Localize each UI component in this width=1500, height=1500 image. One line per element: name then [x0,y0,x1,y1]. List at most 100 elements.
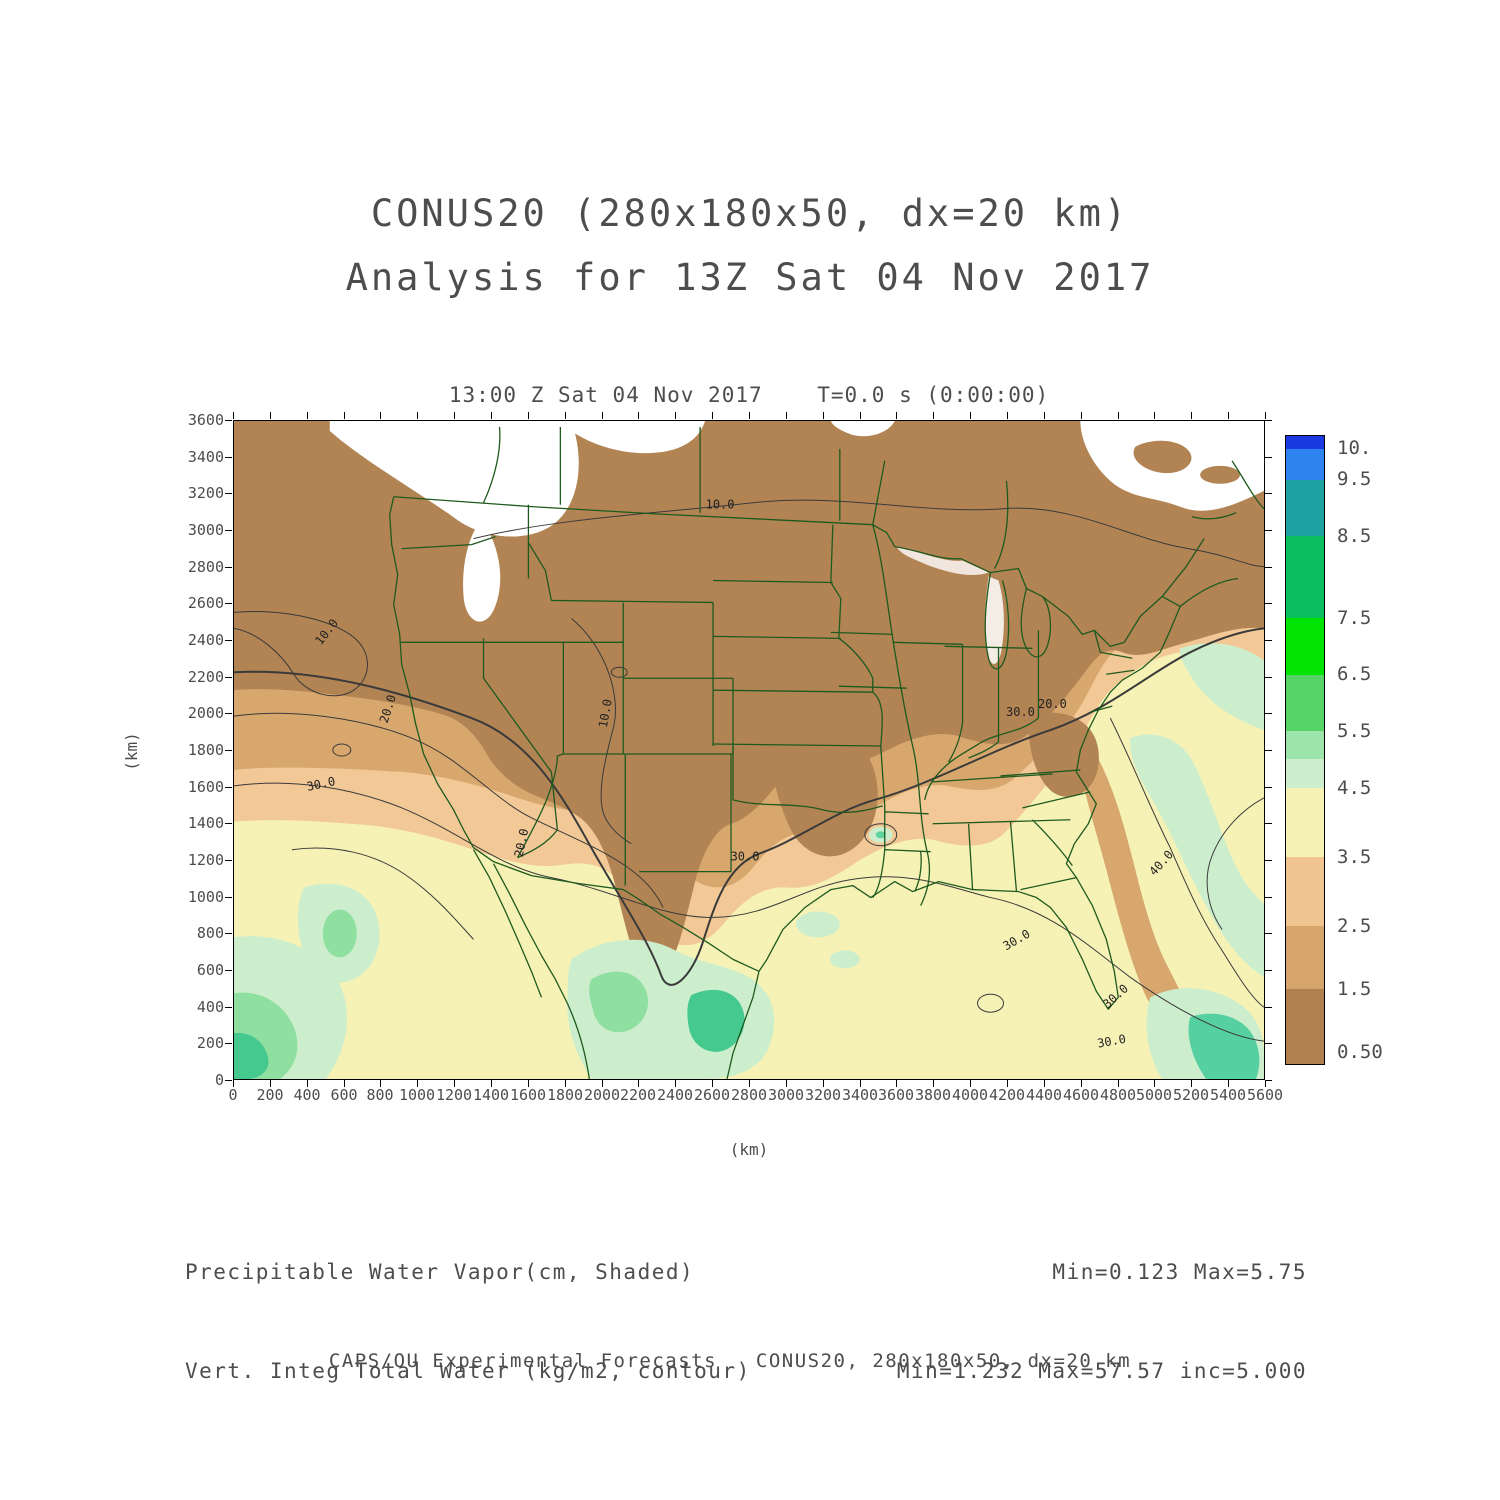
x-tick-label: 3400 [841,1086,879,1104]
plot-title: 13:00 Z Sat 04 Nov 2017 T=0.0 s (0:00:00… [448,383,1050,407]
shade-white-lake-michigan [984,576,1004,664]
y-tick-label: 1800 [187,741,224,759]
colorbar-segment [1286,787,1324,857]
colorbar-label: 1.5 [1337,978,1372,1001]
x-tick-label: 5200 [1172,1086,1210,1104]
legend-contour-field: Vert. Integ Total Water (kg/m2, contour) [185,1359,751,1383]
shade-white-top-center [563,421,706,454]
shade-white-lake-superior [896,546,989,575]
x-tick [344,412,345,419]
y-tick-label: 2400 [187,631,224,649]
y-tick-label: 2600 [187,594,224,612]
y-tick-label: 400 [196,998,224,1016]
y-tick-label: 3600 [187,411,224,429]
x-tick-label: 2400 [656,1086,694,1104]
shade-green-gulf-2 [829,950,860,969]
y-tick-label: 1000 [187,888,224,906]
y-tick [225,457,232,458]
colorbar-segment [1286,925,1324,989]
x-tick [417,412,418,419]
y-tick [1265,750,1272,751]
x-tick [491,412,492,419]
canada-provinces [482,426,1239,607]
y-tick [225,713,232,714]
y-tick [1265,787,1272,788]
x-tick [1191,412,1192,419]
y-tick-label: 1600 [187,778,224,796]
colorbar-segment [1286,479,1324,537]
x-tick-label: 3800 [914,1086,952,1104]
shade-brown-island-1 [1133,440,1192,474]
contour-closed-fl [977,993,1005,1013]
y-tick [225,787,232,788]
contour-30 [234,782,1264,1042]
y-tick-label: 600 [196,961,224,979]
colorbar [1285,435,1325,1065]
border-mexico-west [566,1002,590,1079]
colorbar-segment [1286,731,1324,760]
x-tick [933,412,934,419]
y-tick [225,640,232,641]
y-tick-label: 0 [214,1071,224,1089]
contour-lines [234,499,1264,1042]
y-tick [1265,603,1272,604]
y-tick [1265,970,1272,971]
y-tick [1265,640,1272,641]
colorbar-segment [1286,856,1324,926]
x-tick-label: 3000 [767,1086,805,1104]
y-tick [225,823,232,824]
colorbar-label: 2.5 [1337,915,1372,938]
y-tick-label: 2200 [187,668,224,686]
colorbar-label: 6.5 [1337,663,1372,686]
shade-green-topright-atlantic [1179,643,1264,731]
main-title-line2: Analysis for 13Z Sat 04 Nov 2017 [345,256,1155,299]
colorbar-segment [1286,448,1324,480]
shade-white-top-small [830,421,895,437]
x-tick [638,412,639,419]
contour-label: 20.0 [1038,697,1067,711]
y-tick [225,897,232,898]
x-tick-label: 1200 [435,1086,473,1104]
colorbar-label: 5.5 [1337,720,1372,743]
great-lakes-detail [984,572,1052,670]
y-tick-labels: 0 200 400 600 800 1000 1200 1400 1600 1800 2000 220… [146,411,224,1089]
y-tick [1265,1080,1272,1081]
contour-40-east [1109,717,1264,1008]
y-tick-label: 1400 [187,814,224,832]
border-east-gulf-coast [758,651,1161,1010]
y-tick-label: 1200 [187,851,224,869]
x-tick [565,412,566,419]
colorbar-label: 0.50 [1337,1041,1383,1064]
y-tick [225,970,232,971]
shade-green-texas-med [589,971,649,1033]
colorbar-segment [1286,618,1324,675]
x-tick [749,412,750,419]
y-tick [225,1007,232,1008]
border-mexico-gulf [726,971,760,1079]
y-tick [1265,567,1272,568]
shade-tan-ribbon-east [1078,742,1204,1044]
y-tick [225,603,232,604]
y-tick [1265,1043,1272,1044]
border-baja-outer [472,849,543,998]
shading-layers [234,421,1264,1079]
y-tick-label: 3400 [187,448,224,466]
legend-right: Min=0.123 Max=5.75 Min=1.232 Max=57.57 i… [897,1190,1307,1454]
y-tick-label: 3200 [187,484,224,502]
x-tick [1118,412,1119,419]
shade-white-northwest [329,421,579,537]
states-plains [713,524,931,898]
shade-brown-plains-lobe [768,716,878,857]
contour-label: 30.0 [1006,705,1035,719]
contour-closed-west [332,743,352,757]
colorbar-segment [1286,674,1324,732]
y-tick [1265,493,1272,494]
x-tick [712,412,713,419]
colorbar-label: 8.5 [1337,524,1372,547]
x-tick-label: 3600 [877,1086,915,1104]
x-tick-label: 400 [293,1086,321,1104]
x-tick [602,412,603,419]
y-tick [1265,677,1272,678]
contour-10-inner [571,618,632,845]
